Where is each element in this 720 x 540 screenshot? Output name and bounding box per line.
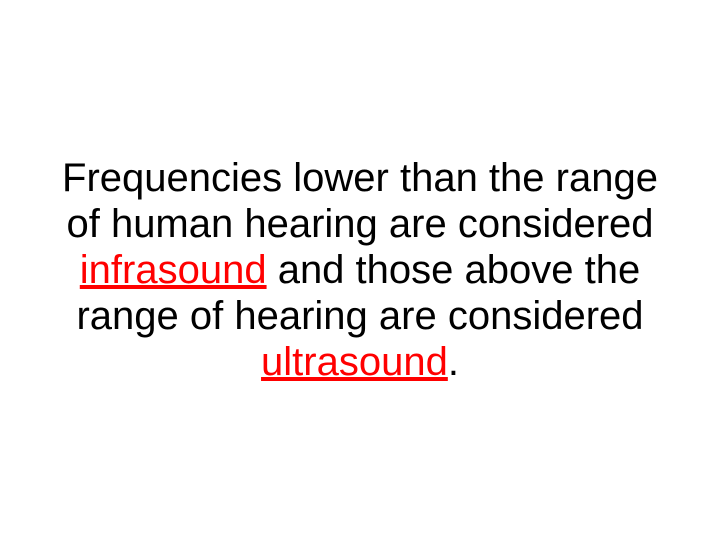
slide: Frequencies lower than the range of huma… <box>0 0 720 540</box>
body-text: Frequencies lower than the range of huma… <box>60 155 660 385</box>
text-period: . <box>448 340 459 384</box>
text-segment: Frequencies lower than the range of huma… <box>62 156 658 246</box>
highlight-ultrasound: ultrasound <box>261 340 448 384</box>
highlight-infrasound: infrasound <box>80 248 267 292</box>
